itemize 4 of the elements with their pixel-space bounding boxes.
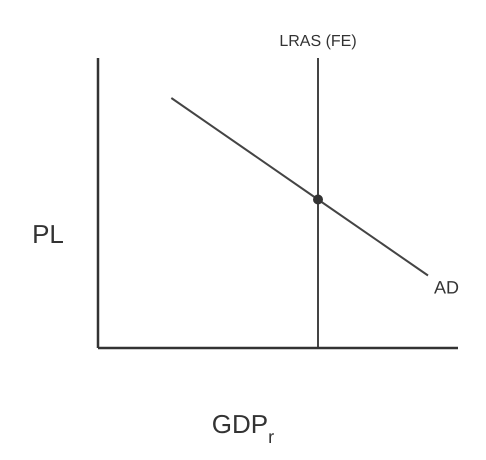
text: LRAS (FE) (279, 33, 357, 50)
y-axis-title: PL (32, 219, 64, 249)
series-label: AD (434, 278, 460, 298)
x-axis-title: GDP$_{r}$ (212, 409, 274, 447)
